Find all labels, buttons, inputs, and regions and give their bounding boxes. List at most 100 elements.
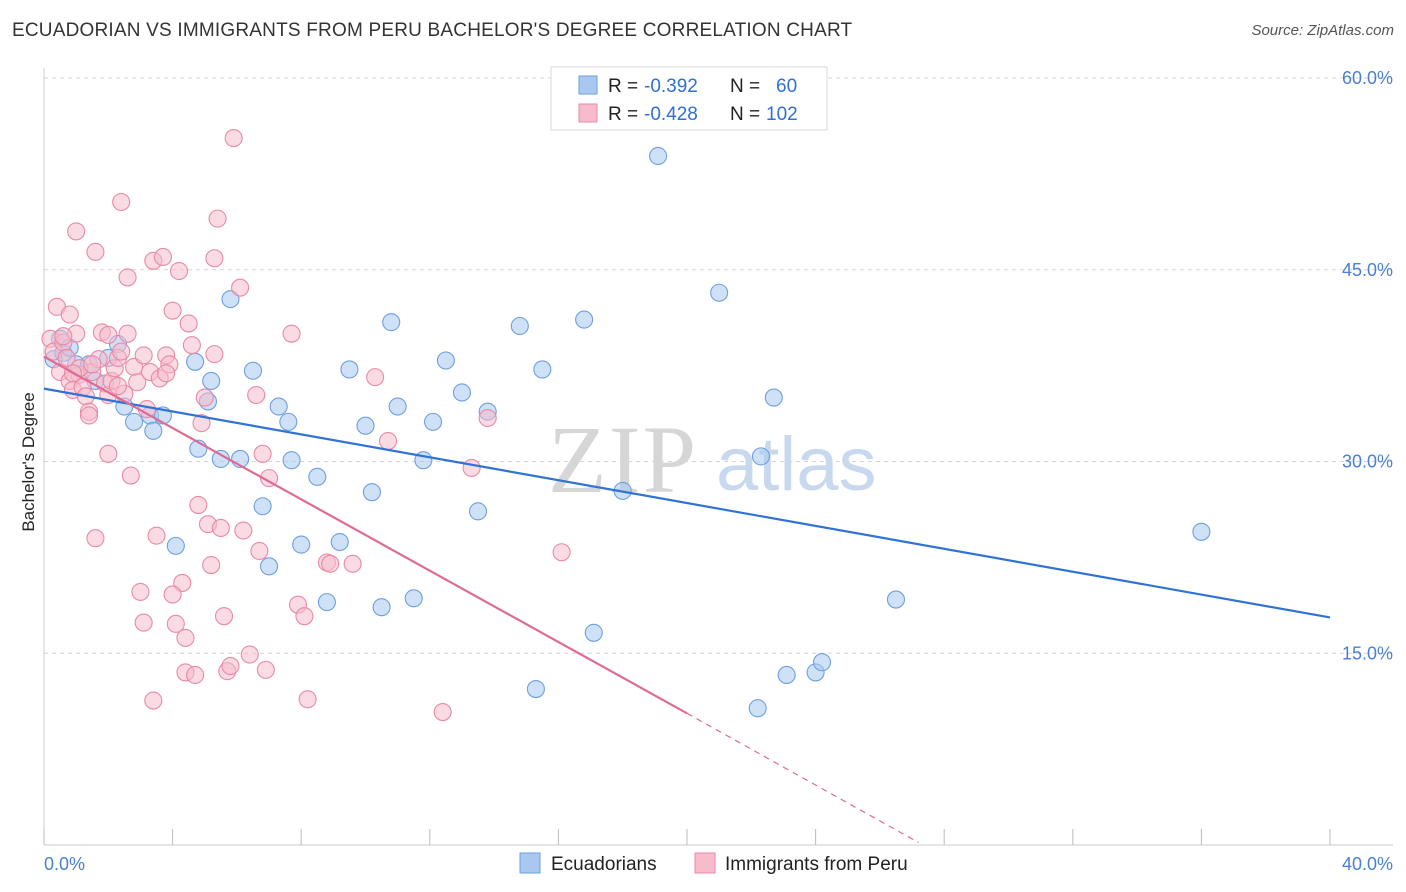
scatter-point — [259, 469, 279, 488]
scatter-point — [436, 351, 455, 370]
scatter-point — [295, 607, 314, 626]
scatter-point — [777, 665, 796, 685]
legend-r-value-1: -0.428 — [644, 104, 698, 125]
scatter-point — [433, 703, 452, 722]
scatter-point — [247, 385, 266, 405]
x-tick-max: 40.0% — [1342, 854, 1393, 874]
scatter-point — [166, 614, 185, 633]
scatter-point — [256, 660, 275, 679]
scatter-point — [57, 348, 76, 368]
scatter-point — [179, 314, 198, 333]
scatter-point — [169, 261, 189, 281]
series-peru-points — [41, 129, 571, 722]
scatter-point — [134, 346, 153, 365]
legend-r-label-1: R = — [608, 104, 638, 125]
y-tick-labels: 60.0% 45.0% 30.0% 15.0% — [1342, 68, 1393, 663]
scatter-point — [321, 554, 340, 573]
scatter-point — [343, 554, 362, 573]
scatter-point — [163, 301, 182, 320]
scatter-point — [584, 623, 603, 642]
trend-line — [43, 355, 688, 715]
scatter-point — [205, 345, 224, 364]
scatter-point — [533, 360, 552, 379]
legend-r-value-0: -0.392 — [644, 76, 698, 97]
scatter-point — [356, 416, 375, 435]
scatter-point — [128, 373, 147, 392]
watermark: ZIP atlas — [548, 406, 877, 513]
scatter-point — [366, 368, 385, 387]
scatter-point — [176, 628, 195, 647]
y-tick-label: 45.0% — [1342, 260, 1393, 280]
scatter-point — [282, 324, 301, 343]
scatter-point — [751, 447, 770, 466]
scatter-point — [186, 665, 205, 685]
scatter-point — [282, 451, 301, 470]
legend-bottom-swatch-ecuadorians — [519, 852, 541, 874]
scatter-point — [195, 388, 214, 407]
scatter-point — [186, 352, 205, 371]
legend-swatch-peru — [578, 103, 598, 123]
legend-top: R = -0.392 N = 60 R = -0.428 N = 102 — [550, 66, 828, 131]
scatter-point — [468, 502, 488, 521]
scatter-point — [298, 690, 317, 709]
chart-source: Source: ZipAtlas.com — [1251, 22, 1394, 39]
scatter-point — [86, 529, 105, 548]
scatter-point — [99, 325, 118, 344]
scatter-point — [118, 268, 137, 287]
legend-r-label-0: R = — [608, 76, 638, 97]
y-tick-label: 60.0% — [1342, 68, 1393, 88]
scatter-point — [253, 444, 272, 463]
scatter-point — [189, 495, 208, 515]
scatter-point — [214, 607, 234, 626]
scatter-point — [575, 310, 594, 329]
scatter-point — [279, 412, 298, 431]
scatter-point — [118, 324, 137, 343]
scatter-point — [144, 421, 163, 440]
scatter-point — [362, 483, 381, 502]
legend-n-label-1: N = — [730, 104, 760, 125]
scatter-point — [205, 249, 224, 268]
scatter-point — [250, 541, 269, 561]
axes — [43, 68, 1393, 846]
trend-line — [43, 387, 1331, 619]
scatter-point — [83, 355, 102, 374]
scatter-point — [224, 129, 243, 148]
scatter-point — [382, 313, 401, 332]
watermark-atlas: atlas — [716, 422, 877, 507]
scatter-point — [121, 466, 140, 485]
scatter-point — [153, 247, 173, 267]
chart-title: ECUADORIAN VS IMMIGRANTS FROM PERU BACHE… — [12, 20, 853, 41]
scatter-point — [67, 222, 86, 241]
scatter-point — [208, 209, 227, 228]
legend-bottom-label-ecuadorians: Ecuadorians — [551, 854, 657, 875]
scatter-point — [388, 397, 407, 416]
scatter-point — [60, 305, 79, 324]
scatter-point — [462, 458, 481, 477]
scatter-point — [202, 555, 221, 575]
legend-bottom-label-peru: Immigrants from Peru — [725, 854, 908, 875]
trend-line-extension — [686, 712, 919, 843]
scatter-point — [112, 192, 131, 212]
y-axis-label: Bachelor's Degree — [19, 392, 38, 531]
scatter-point — [649, 146, 668, 166]
scatter-point — [202, 371, 221, 391]
scatter-point — [192, 414, 211, 433]
legend-n-label-0: N = — [730, 76, 760, 97]
scatter-point — [112, 342, 131, 361]
scatter-point — [259, 557, 279, 576]
y-tick-label: 15.0% — [1342, 643, 1393, 663]
scatter-point — [748, 699, 767, 718]
scatter-point — [510, 316, 529, 336]
y-tick-label: 30.0% — [1342, 452, 1393, 472]
x-tick-min: 0.0% — [44, 854, 85, 874]
scatter-point — [182, 336, 201, 355]
legend-bottom-swatch-peru — [694, 852, 716, 874]
scatter-point — [99, 444, 118, 463]
scatter-point — [340, 360, 359, 379]
scatter-point — [404, 589, 423, 608]
scatter-point — [764, 388, 783, 407]
scatter-point — [317, 593, 336, 612]
scatter-point — [163, 585, 182, 604]
scatter-point — [79, 406, 99, 425]
scatter-point — [211, 518, 230, 538]
